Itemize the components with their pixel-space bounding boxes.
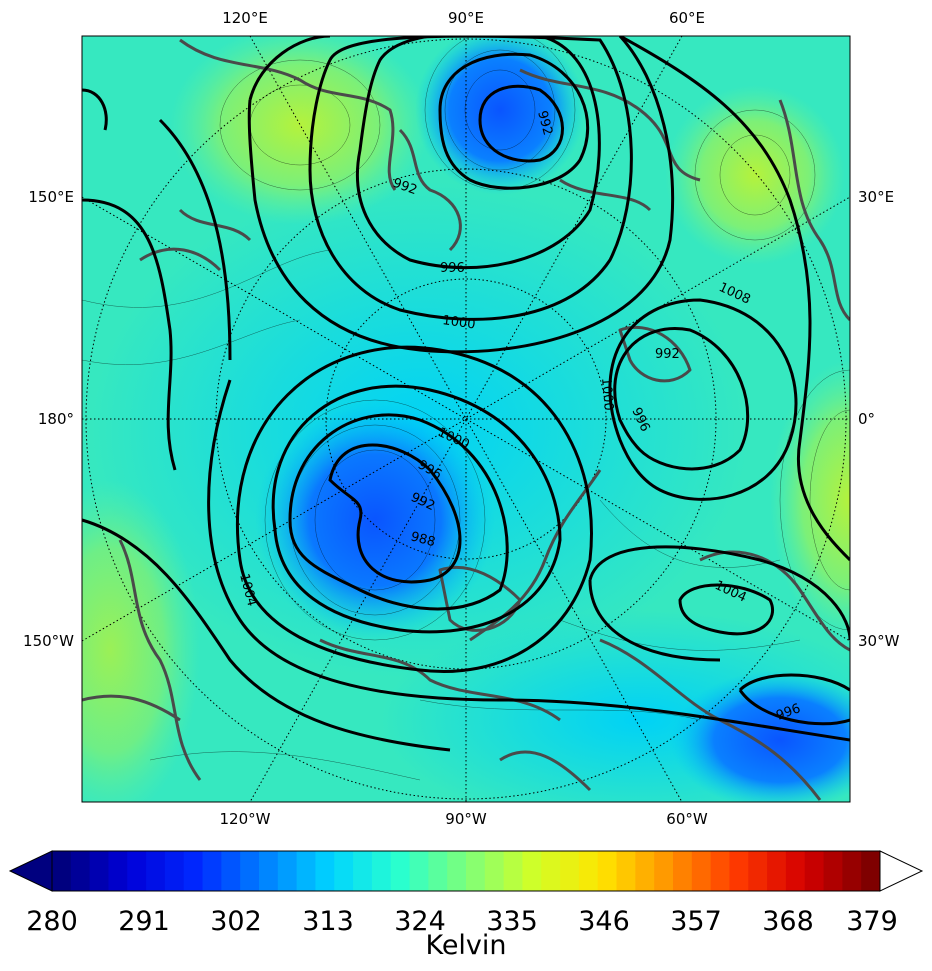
colorbar-band	[277, 851, 298, 891]
colorbar-band	[89, 851, 110, 891]
colorbar-band	[842, 851, 862, 891]
colorbar-band	[748, 851, 768, 891]
colorbar-band	[70, 851, 91, 891]
lon-label-left: 150°E	[28, 188, 74, 206]
isobar-label: 992	[534, 109, 555, 137]
colorbar-band	[616, 851, 636, 891]
colorbar-band	[108, 851, 128, 891]
isobar-label: 1000	[441, 313, 476, 332]
map-frame	[81, 35, 851, 803]
isobars	[82, 36, 850, 752]
colorbar-band	[541, 851, 561, 891]
isobar-label: 988	[409, 529, 437, 550]
colorbar-band	[240, 851, 260, 891]
colorbar-band	[823, 851, 843, 891]
map-panel: 992 992 996 1000 1008 1000 996 992 1000 …	[82, 36, 850, 802]
colorbar-extend-low	[8, 850, 53, 892]
isobar-label: 996	[440, 261, 465, 276]
colorbar-tick-label: 357	[670, 906, 722, 937]
warm-area-sw	[82, 480, 200, 802]
low-center-north	[415, 36, 585, 195]
colorbar-tick-label: 379	[846, 906, 898, 937]
colorbar-tick-label: 335	[486, 906, 538, 937]
isobar-label: 992	[655, 347, 680, 362]
colorbar-band	[353, 851, 373, 891]
colorbar-tick-label: 324	[394, 906, 446, 937]
colorbar-band	[202, 851, 222, 891]
colorbar-band	[654, 851, 674, 891]
lon-label-right: 30°W	[858, 632, 900, 650]
colorbar-band	[484, 851, 505, 891]
lon-label-right: 0°	[858, 410, 876, 428]
colorbar-band	[597, 851, 618, 891]
lon-label-left: 150°W	[23, 632, 74, 650]
colorbar-band	[315, 851, 335, 891]
colorbar-tick-label: 291	[118, 906, 170, 937]
colorbar-band	[371, 851, 392, 891]
colorbar-bands	[52, 851, 881, 891]
colorbar-band	[127, 851, 147, 891]
lon-label-bottom: 60°W	[666, 810, 708, 828]
warm-area-nw	[170, 36, 430, 225]
colorbar-band	[334, 851, 354, 891]
colorbar-band	[691, 851, 712, 891]
colorbar-band	[447, 851, 467, 891]
colorbar-band	[164, 851, 185, 891]
colorbar-band	[183, 851, 204, 891]
lon-label-bottom: 90°W	[445, 810, 487, 828]
theta-contours	[82, 36, 850, 781]
low-center-southeast	[670, 670, 850, 802]
colorbar-tick-label: 313	[302, 906, 354, 937]
colorbar-band	[560, 851, 580, 891]
lon-label-top: 60°E	[668, 9, 706, 27]
colorbar-band	[466, 851, 486, 891]
colorbar-band	[578, 851, 599, 891]
colorbar-band	[409, 851, 429, 891]
isobar-label: 1000	[598, 377, 616, 411]
colorbar-band	[785, 851, 806, 891]
colorbar-band	[767, 851, 787, 891]
lon-label-bottom: 120°W	[219, 810, 271, 828]
colorbar-band	[710, 851, 731, 891]
colorbar-band	[52, 851, 72, 891]
colorbar-tick-label: 280	[26, 906, 78, 937]
warm-area-ne	[665, 85, 845, 265]
colorbar-band	[635, 851, 655, 891]
lon-label-right: 30°E	[858, 188, 895, 206]
lon-label-top: 90°E	[447, 9, 485, 27]
colorbar-band	[259, 851, 279, 891]
colorbar-band	[673, 851, 693, 891]
colorbar	[8, 850, 924, 892]
colorbar-tick-label: 302	[210, 906, 262, 937]
lon-label-top: 120°E	[222, 9, 268, 27]
colorbar-band	[428, 851, 448, 891]
lon-label-left: 180°	[37, 410, 74, 428]
colorbar-extend-high	[879, 850, 924, 892]
colorbar-band	[861, 851, 881, 891]
colorbar-band	[296, 851, 317, 891]
colorbar-title: Kelvin	[425, 930, 507, 961]
colorbar-band	[503, 851, 524, 891]
colorbar-band	[390, 851, 411, 891]
colorbar-band	[729, 851, 749, 891]
colorbar-tick-label: 368	[762, 906, 814, 937]
colorbar-band	[146, 851, 166, 891]
colorbar-band	[804, 851, 825, 891]
colorbar-band	[522, 851, 542, 891]
colorbar-tick-label: 346	[578, 906, 630, 937]
colorbar-band	[221, 851, 241, 891]
